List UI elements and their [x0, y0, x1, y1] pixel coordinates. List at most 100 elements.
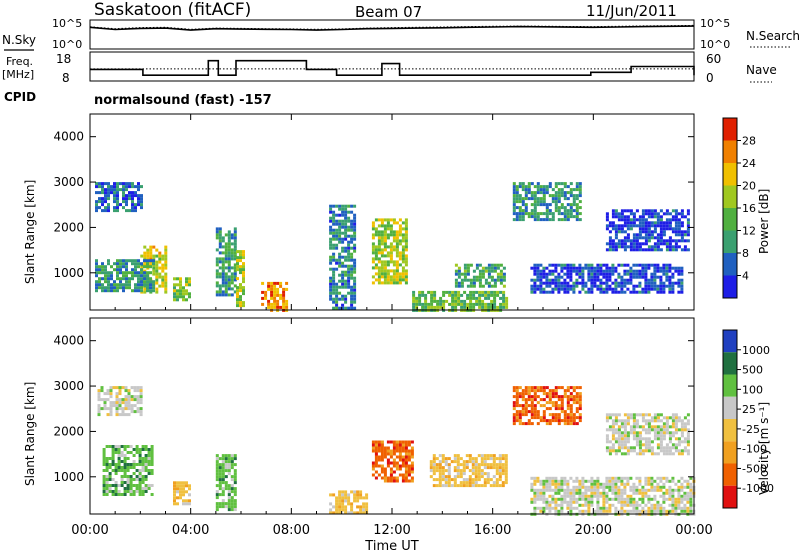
- data-cell: [656, 236, 660, 240]
- data-cell: [478, 293, 482, 297]
- data-cell: [124, 413, 128, 417]
- data-cell: [236, 298, 239, 302]
- data-cell: [680, 269, 684, 273]
- data-cell: [668, 434, 672, 438]
- data-cell: [605, 479, 609, 483]
- data-cell: [182, 493, 185, 497]
- data-cell: [527, 212, 531, 216]
- data-cell: [338, 496, 342, 500]
- data-cell: [638, 233, 642, 237]
- data-cell: [647, 428, 651, 432]
- data-cell: [545, 392, 549, 396]
- data-cell: [432, 469, 436, 473]
- data-cell: [474, 475, 478, 479]
- data-cell: [218, 466, 222, 470]
- data-cell: [116, 197, 119, 201]
- data-cell: [404, 260, 408, 264]
- data-cell: [383, 272, 387, 276]
- data-cell: [569, 497, 573, 501]
- data-cell: [401, 449, 405, 453]
- data-cell: [638, 245, 642, 249]
- data-cell: [121, 386, 125, 390]
- data-cell: [611, 476, 615, 480]
- data-cell: [103, 401, 107, 405]
- data-cell: [95, 182, 98, 186]
- data-cell: [108, 487, 112, 490]
- data-cell: [527, 410, 531, 414]
- data-cell: [335, 499, 339, 503]
- data-cell: [131, 268, 134, 272]
- data-cell: [377, 458, 381, 462]
- data-cell: [401, 239, 405, 243]
- data-cell: [530, 290, 534, 294]
- data-cell: [383, 470, 387, 474]
- data-cell: [575, 491, 579, 495]
- data-cell: [498, 454, 502, 458]
- data-cell: [680, 440, 684, 444]
- data-cell: [404, 248, 408, 252]
- data-cell: [285, 287, 289, 291]
- data-cell: [230, 460, 234, 464]
- data-cell: [164, 260, 168, 264]
- data-cell: [524, 401, 528, 405]
- data-cell: [587, 287, 591, 291]
- data-cell: [677, 452, 681, 456]
- data-cell: [448, 293, 452, 297]
- data-cell: [480, 454, 484, 458]
- data-cell: [668, 509, 672, 513]
- data-cell: [557, 182, 561, 186]
- data-cell: [218, 469, 222, 473]
- data-cell: [146, 254, 150, 258]
- data-cell: [120, 481, 124, 484]
- data-cell: [665, 416, 669, 420]
- data-cell: [427, 305, 431, 309]
- data-cell: [665, 263, 669, 267]
- data-cell: [149, 251, 153, 255]
- data-cell: [554, 194, 558, 198]
- data-cell: [515, 212, 519, 216]
- data-cell: [623, 248, 627, 252]
- data-cell: [104, 191, 107, 195]
- data-cell: [566, 191, 570, 195]
- data-cell: [221, 239, 225, 243]
- data-cell: [457, 281, 461, 285]
- data-cell: [629, 500, 633, 504]
- noise-right-tick-top: 10^5: [700, 17, 730, 30]
- data-cell: [635, 440, 639, 444]
- data-cell: [353, 291, 357, 295]
- data-cell: [611, 443, 615, 447]
- data-cell: [650, 482, 654, 486]
- data-cell: [662, 485, 666, 489]
- data-cell: [602, 275, 606, 279]
- data-cell: [566, 494, 570, 498]
- data-cell: [474, 469, 478, 473]
- data-cell: [677, 278, 681, 282]
- data-cell: [285, 302, 289, 306]
- data-cell: [285, 299, 289, 303]
- colorbar-tick-label: 4: [742, 270, 749, 283]
- data-cell: [227, 233, 231, 237]
- data-cell: [542, 398, 546, 402]
- data-cell: [530, 386, 534, 390]
- data-cell: [566, 275, 570, 279]
- data-cell: [432, 478, 436, 482]
- data-cell: [359, 505, 363, 509]
- data-cell: [495, 463, 499, 467]
- data-cell: [347, 267, 351, 271]
- data-cell: [109, 386, 113, 390]
- data-cell: [218, 457, 222, 461]
- data-cell: [224, 278, 228, 282]
- data-cell: [451, 299, 455, 303]
- data-cell: [233, 239, 237, 243]
- data-cell: [120, 466, 124, 469]
- data-cell: [125, 197, 128, 201]
- data-cell: [656, 287, 660, 291]
- data-cell: [611, 272, 615, 276]
- data-cell: [620, 476, 624, 480]
- data-cell: [656, 284, 660, 288]
- data-cell: [560, 275, 564, 279]
- colorbar-swatch: [723, 330, 737, 353]
- data-cell: [566, 209, 570, 213]
- data-cell: [617, 263, 621, 267]
- data-cell: [620, 245, 624, 249]
